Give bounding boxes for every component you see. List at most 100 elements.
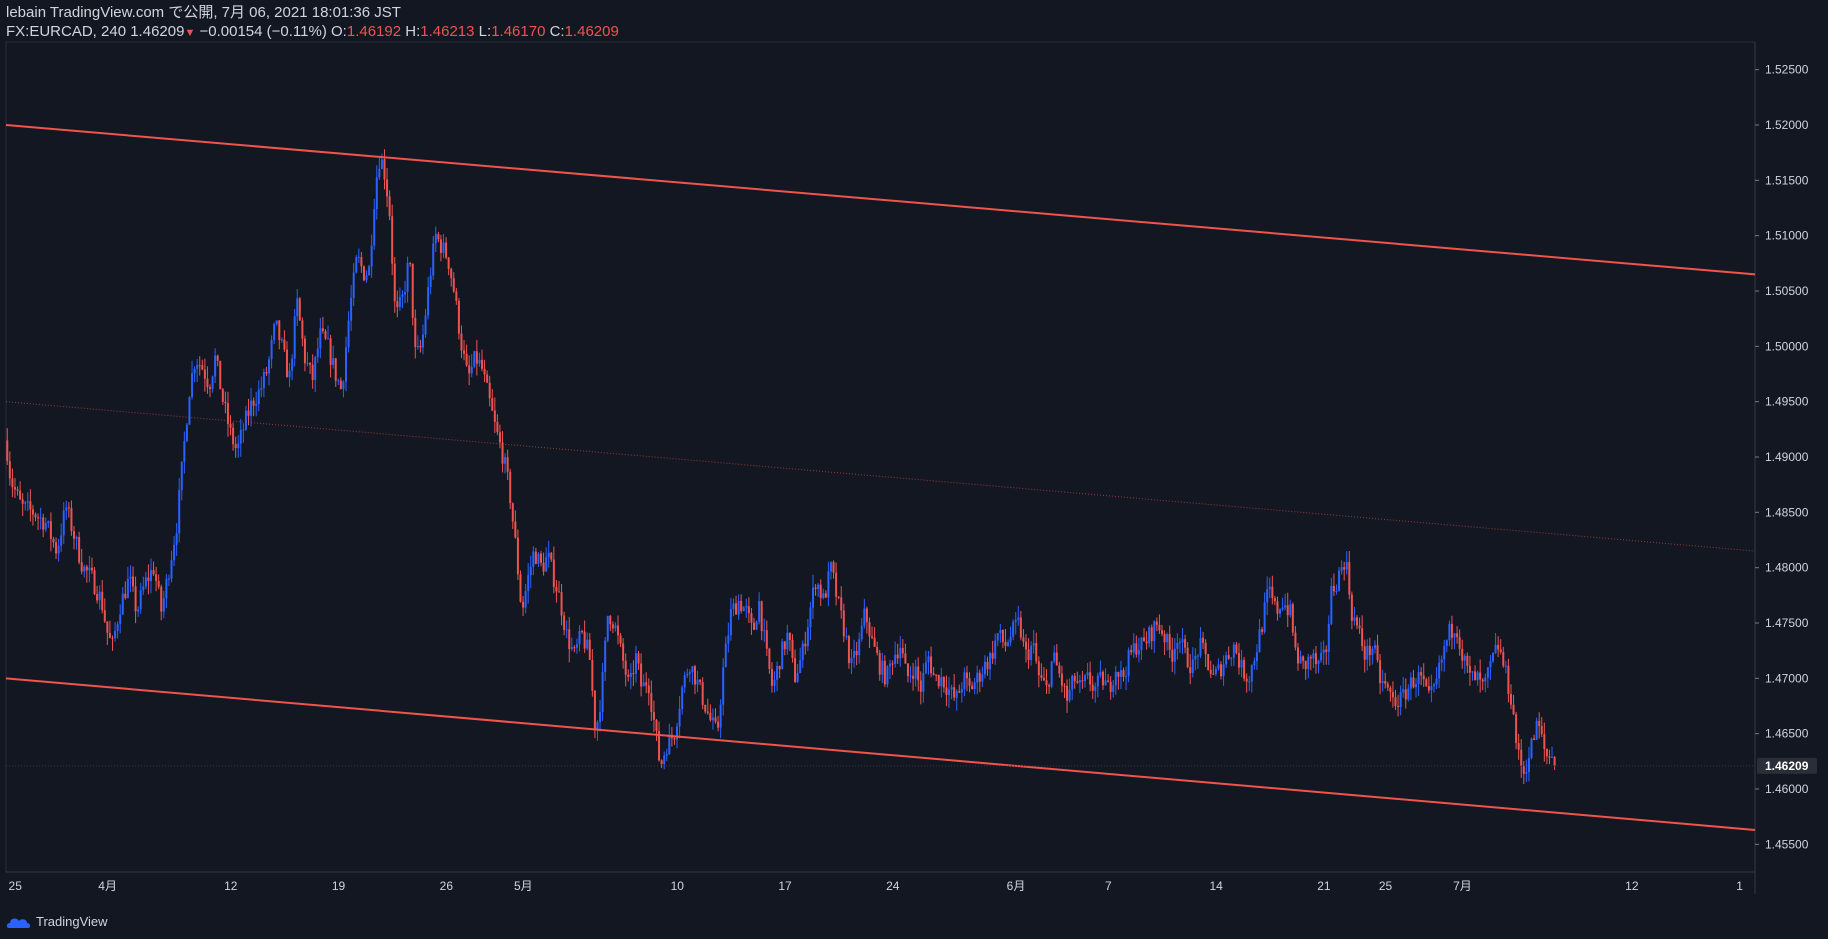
candle-body [1237,653,1240,668]
candle-body [563,615,566,630]
candle-body [496,421,499,433]
candle-body [439,239,442,253]
candle-body [1212,673,1215,675]
candle-body [24,502,27,504]
candle-body [850,657,853,664]
candle-body [208,387,211,390]
x-tick-label: 26 [440,879,454,893]
candle-body [93,570,96,595]
candle-body [1540,726,1543,735]
candle-body [1101,671,1104,686]
candle-body [706,711,709,713]
candle-body [1240,659,1243,668]
candle-body [170,560,173,579]
candle-body [1379,660,1382,684]
candle-body [1304,660,1307,670]
candle-body [629,673,632,677]
candle-body [173,544,176,561]
candle-body [1024,641,1027,650]
y-tick-label: 1.52500 [1765,63,1809,77]
candle-body [11,478,14,488]
candle-body [1178,642,1181,644]
candle-body [801,643,804,661]
candle-body [822,593,825,598]
candle-body [640,663,643,687]
candle-body [491,398,494,411]
candle-body [1112,685,1115,692]
candle-body [971,685,974,690]
candle-body [193,368,196,374]
candle-body [658,730,661,761]
y-tick-label: 1.46000 [1765,782,1809,796]
candle-body [119,614,122,625]
candle-body [1376,645,1379,661]
x-tick-label: 25 [1379,879,1393,893]
candle-body [878,653,881,675]
candle-body [1553,756,1556,766]
candle-body [740,600,743,612]
candle-body [1363,646,1366,660]
candle-body [1299,656,1302,664]
candle-body [42,517,45,530]
candle-body [1273,598,1276,602]
candle-body [745,606,748,608]
candle-body [1497,644,1500,650]
candle-body [406,262,409,292]
candle-body [409,262,412,264]
candle-body [219,360,222,390]
candle-body [19,490,22,500]
candle-body [1266,589,1269,603]
candle-body [1189,667,1192,673]
candle-body [101,591,104,611]
candle-body [981,674,984,682]
candle-body [1386,683,1389,688]
current-price-badge [1757,757,1817,774]
candle-body [565,629,568,631]
candle-body [1507,665,1510,694]
candle-body [896,654,899,659]
candle-body [473,351,476,367]
candle-body [44,522,47,530]
candle-body [937,675,940,687]
candle-body [1361,628,1364,647]
candle-body [344,347,347,382]
candle-body [1248,681,1251,683]
candle-body [355,257,358,273]
candle-body [527,575,530,592]
candle-body [776,666,779,680]
candle-body [1381,680,1384,684]
candle-body [552,559,555,587]
candle-body [930,656,933,674]
candle-body [652,712,655,720]
candle-body [498,432,501,443]
candle-body [314,357,317,380]
channel-midline [5,401,1756,552]
candle-body [616,625,619,636]
low-value: 1.46170 [491,23,546,40]
candle-body [398,296,401,308]
candle-body [1114,671,1117,686]
tradingview-logo[interactable]: TradingView [6,914,108,929]
candle-body [1445,640,1448,646]
candle-body [1340,567,1343,571]
candle-body [291,358,294,371]
candle-body [1220,664,1223,677]
candle-body [37,517,40,519]
candle-body [732,603,735,610]
candle-body [1476,672,1479,681]
candle-body [1525,772,1528,774]
candle-body [1448,623,1451,641]
candle-body [922,673,925,692]
candle-body [401,294,404,297]
y-tick-label: 1.45500 [1765,837,1809,851]
candle-body [1181,639,1184,643]
candle-body [214,355,217,377]
candle-body [1014,620,1017,622]
candle-body [1125,676,1128,678]
candle-body [206,378,209,388]
candle-body [1137,649,1140,655]
candle-body [863,608,866,626]
candle-body [681,687,684,709]
candle-body [719,704,722,728]
